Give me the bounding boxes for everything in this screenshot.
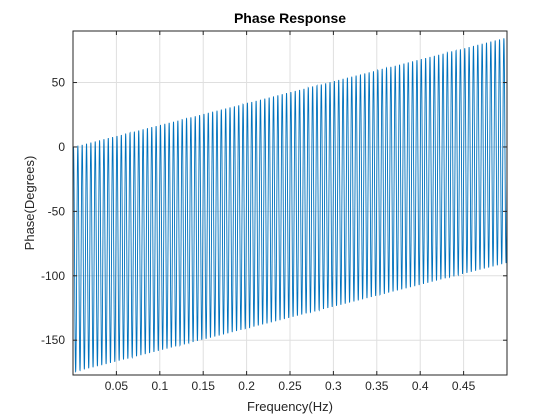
y-tick-label: -150 xyxy=(41,333,65,347)
x-tick-label: 0.45 xyxy=(452,379,476,393)
chart-title: Phase Response xyxy=(234,10,346,26)
y-tick-label: -50 xyxy=(48,204,66,218)
y-tick-label: 0 xyxy=(58,140,65,154)
y-tick-label: 50 xyxy=(52,76,66,90)
x-tick-label: 0.15 xyxy=(192,379,216,393)
y-ticks: 50 0 -50 -100 -150 xyxy=(41,76,507,347)
x-tick-label: 0.05 xyxy=(105,379,129,393)
x-tick-label: 0.3 xyxy=(325,379,342,393)
series-group xyxy=(73,38,507,373)
x-tick-label: 0.35 xyxy=(365,379,389,393)
y-axis-label: Phase(Degrees) xyxy=(22,156,37,251)
x-ticks: 0.05 0.1 0.15 0.2 0.25 0.3 0.35 0.4 0.45 xyxy=(105,31,476,393)
x-tick-label: 0.2 xyxy=(238,379,255,393)
x-axis-label: Frequency(Hz) xyxy=(247,399,333,414)
x-tick-label: 0.25 xyxy=(278,379,302,393)
x-tick-label: 0.4 xyxy=(412,379,429,393)
phase-series-line xyxy=(73,38,507,373)
y-tick-label: -100 xyxy=(41,269,65,283)
x-tick-label: 0.1 xyxy=(151,379,168,393)
